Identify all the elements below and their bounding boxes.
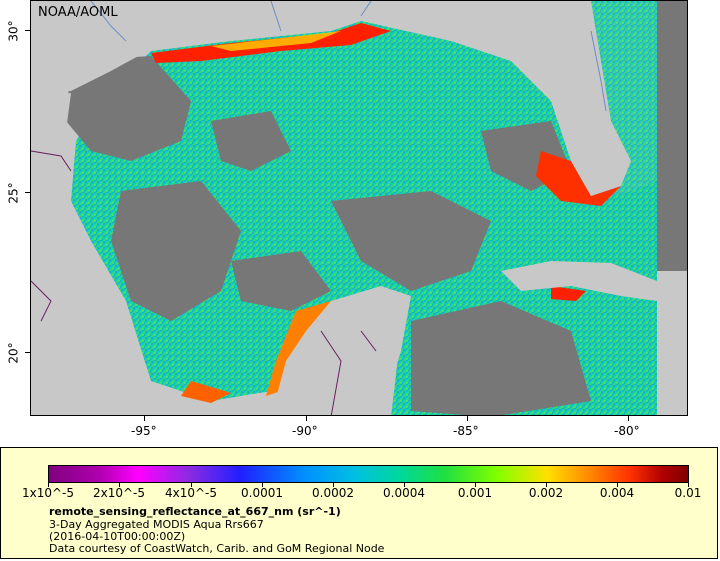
colorbar-label: 1x10^-5 bbox=[21, 486, 75, 500]
x-tick bbox=[306, 416, 307, 421]
x-tick bbox=[144, 416, 145, 421]
y-tick bbox=[25, 352, 30, 353]
x-tick bbox=[628, 416, 629, 421]
x-axis-label: -90° bbox=[292, 424, 318, 438]
caribbean-water-data bbox=[591, 1, 657, 271]
map-frame[interactable] bbox=[30, 0, 688, 416]
colorbar-tick bbox=[546, 483, 547, 487]
colorbar-tick bbox=[119, 483, 120, 487]
x-tick bbox=[467, 416, 468, 421]
colorbar-tick bbox=[617, 483, 618, 487]
legend-title: remote_sensing_reflectance_at_667_nm (sr… bbox=[49, 505, 341, 518]
colorbar-tick bbox=[262, 483, 263, 487]
colorbar-label: 0.0001 bbox=[241, 486, 283, 500]
colorbar-tick bbox=[475, 483, 476, 487]
colorbar-label: 0.004 bbox=[599, 486, 635, 500]
legend-description: 3-Day Aggregated MODIS Aqua Rrs667 bbox=[49, 518, 264, 531]
colorbar-label: 2x10^-5 bbox=[92, 486, 146, 500]
y-tick bbox=[25, 30, 30, 31]
y-axis-label: 30° bbox=[6, 20, 21, 42]
colorbar-tick bbox=[48, 483, 49, 487]
colorbar-tick bbox=[688, 483, 689, 487]
colorbar-label: 4x10^-5 bbox=[164, 486, 218, 500]
colorbar-label: 0.001 bbox=[457, 486, 493, 500]
colorbar bbox=[48, 465, 689, 483]
x-axis-label: -85° bbox=[453, 424, 479, 438]
political-borders bbox=[31, 150, 377, 415]
florida-land bbox=[501, 1, 631, 196]
us-coast-land bbox=[31, 1, 511, 96]
credit-label: NOAA/AOML bbox=[38, 5, 118, 20]
cuba-land bbox=[501, 261, 657, 301]
y-axis-label: 20° bbox=[6, 342, 21, 364]
legend-source: Data courtesy of CoastWatch, Carib. and … bbox=[49, 542, 385, 555]
yucatan-land bbox=[271, 286, 411, 415]
colorbar-label: 0.0002 bbox=[312, 486, 354, 500]
map-canvas bbox=[31, 1, 687, 415]
colorbar-tick bbox=[333, 483, 334, 487]
legend-date: (2016-04-10T00:00:00Z) bbox=[49, 530, 186, 543]
y-tick bbox=[25, 192, 30, 193]
colorbar-label: 0.01 bbox=[674, 486, 702, 500]
legend-panel: 1x10^-5 2x10^-5 4x10^-5 0.0001 0.0002 0.… bbox=[0, 447, 718, 559]
rivers bbox=[90, 1, 607, 112]
mexico-land bbox=[31, 93, 211, 415]
colorbar-tick bbox=[191, 483, 192, 487]
y-axis-label: 25° bbox=[6, 182, 21, 204]
colorbar-label: 0.0004 bbox=[383, 486, 425, 500]
x-axis-label: -80° bbox=[614, 424, 640, 438]
colorbar-tick bbox=[404, 483, 405, 487]
no-data-areas bbox=[66, 56, 591, 415]
no-data-strip bbox=[657, 1, 687, 271]
x-axis-label: -95° bbox=[131, 424, 157, 438]
colorbar-label: 0.002 bbox=[528, 486, 564, 500]
